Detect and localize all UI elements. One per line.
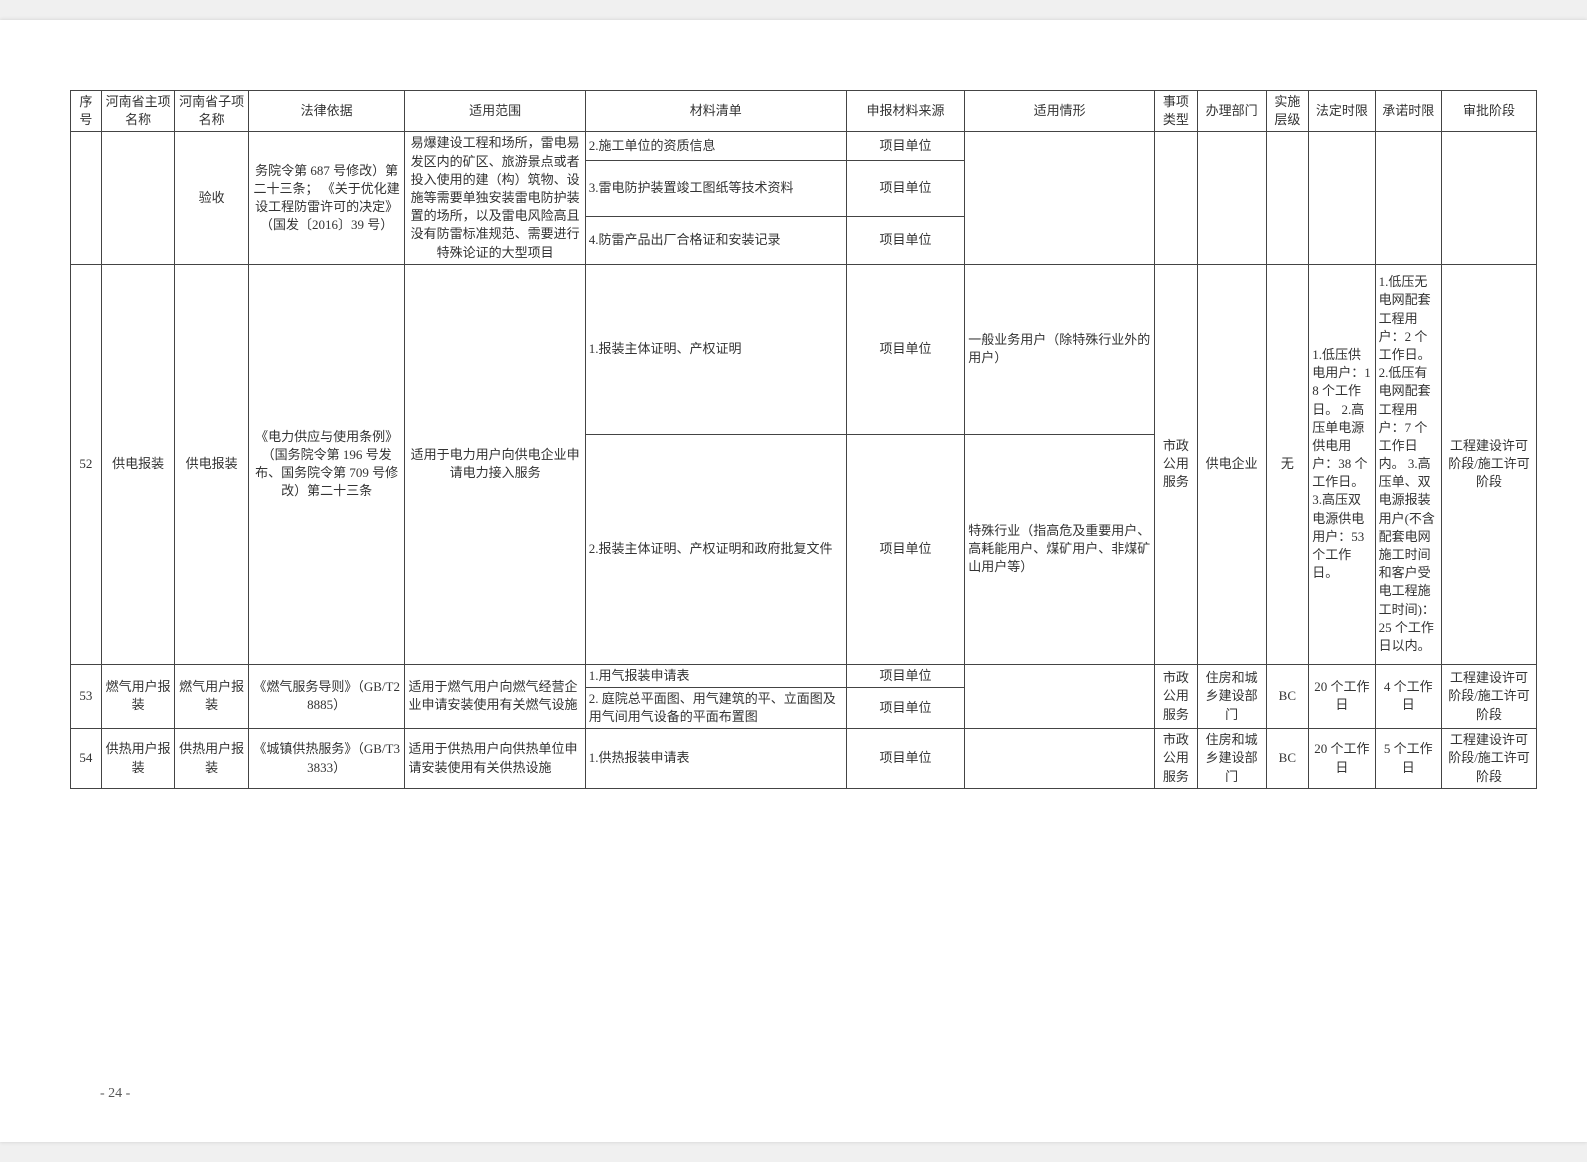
- cell-type: [1155, 132, 1198, 264]
- cell-main-name: 供热用户报装: [101, 729, 175, 789]
- cell-source: 项目单位: [846, 664, 965, 687]
- cell-dept: [1197, 132, 1266, 264]
- cell-law: 务院令第 687 号修改）第二十三条； 《关于优化建设工程防雷许可的决定》（国发…: [248, 132, 405, 264]
- cell-seq: 53: [71, 664, 102, 729]
- table-row: 52 供电报装 供电报装 《电力供应与使用条例》（国务院令第 196 号发布、国…: [71, 264, 1537, 434]
- col-legal-time: 法定时限: [1309, 91, 1375, 132]
- cell-dept: 供电企业: [1197, 264, 1266, 664]
- cell-legal-time: 1.低压供电用户：18 个工作日。 2.高压单电源供电用户：38 个工作日。 3…: [1309, 264, 1375, 664]
- col-type: 事项类型: [1155, 91, 1198, 132]
- cell-source: 项目单位: [846, 160, 965, 216]
- cell-dept: 住房和城乡建设部门: [1197, 729, 1266, 789]
- cell-legal-time: [1309, 132, 1375, 264]
- cell-seq: [71, 132, 102, 264]
- cell-material: 4.防雷产品出厂合格证和安装记录: [585, 216, 846, 264]
- cell-legal-time: 20 个工作日: [1309, 729, 1375, 789]
- cell-material: 2. 庭院总平面图、用气建筑的平、立面图及用气间用气设备的平面布置图: [585, 687, 846, 728]
- cell-situation: [965, 729, 1155, 789]
- cell-type: 市政公用服务: [1155, 264, 1198, 664]
- cell-source: 项目单位: [846, 687, 965, 728]
- cell-stage: 工程建设许可阶段/施工许可阶段: [1442, 264, 1537, 664]
- cell-situation: 特殊行业（指高危及重要用户、高耗能用户、煤矿用户、非煤矿山用户等）: [965, 434, 1155, 664]
- cell-law: 《电力供应与使用条例》（国务院令第 196 号发布、国务院令第 709 号修改）…: [248, 264, 405, 664]
- cell-material: 1.用气报装申请表: [585, 664, 846, 687]
- col-sub-name: 河南省子项名称: [175, 91, 249, 132]
- cell-dept: 住房和城乡建设部门: [1197, 664, 1266, 729]
- cell-promise-time: 1.低压无电网配套工程用户：2 个工作日。 2.低压有电网配套工程用户：7 个工…: [1375, 264, 1441, 664]
- col-law: 法律依据: [248, 91, 405, 132]
- cell-main-name: 燃气用户报装: [101, 664, 175, 729]
- col-situation: 适用情形: [965, 91, 1155, 132]
- col-level: 实施层级: [1266, 91, 1309, 132]
- col-source: 申报材料来源: [846, 91, 965, 132]
- cell-material: 2.报装主体证明、产权证明和政府批复文件: [585, 434, 846, 664]
- cell-source: 项目单位: [846, 264, 965, 434]
- cell-promise-time: 4 个工作日: [1375, 664, 1441, 729]
- table-header-row: 序号 河南省主项名称 河南省子项名称 法律依据 适用范围 材料清单 申报材料来源…: [71, 91, 1537, 132]
- cell-level: [1266, 132, 1309, 264]
- col-dept: 办理部门: [1197, 91, 1266, 132]
- table-row: 54 供热用户报装 供热用户报装 《城镇供热服务》（GB/T33833） 适用于…: [71, 729, 1537, 789]
- cell-scope: 适用于电力用户向供电企业申请电力接入服务: [405, 264, 585, 664]
- page-number: - 24 -: [100, 1086, 130, 1102]
- cell-source: 项目单位: [846, 434, 965, 664]
- cell-source: 项目单位: [846, 132, 965, 160]
- col-stage: 审批阶段: [1442, 91, 1537, 132]
- table-row: 验收 务院令第 687 号修改）第二十三条； 《关于优化建设工程防雷许可的决定》…: [71, 132, 1537, 160]
- col-seq: 序号: [71, 91, 102, 132]
- cell-material: 2.施工单位的资质信息: [585, 132, 846, 160]
- cell-type: 市政公用服务: [1155, 664, 1198, 729]
- cell-stage: 工程建设许可阶段/施工许可阶段: [1442, 729, 1537, 789]
- cell-seq: 54: [71, 729, 102, 789]
- col-promise-time: 承诺时限: [1375, 91, 1441, 132]
- cell-seq: 52: [71, 264, 102, 664]
- cell-level: 无: [1266, 264, 1309, 664]
- approval-table: 序号 河南省主项名称 河南省子项名称 法律依据 适用范围 材料清单 申报材料来源…: [70, 90, 1537, 789]
- cell-stage: 工程建设许可阶段/施工许可阶段: [1442, 664, 1537, 729]
- cell-material: 3.雷电防护装置竣工图纸等技术资料: [585, 160, 846, 216]
- cell-sub-name: 燃气用户报装: [175, 664, 249, 729]
- cell-main-name: 供电报装: [101, 264, 175, 664]
- cell-sub-name: 验收: [175, 132, 249, 264]
- cell-promise-time: [1375, 132, 1441, 264]
- cell-main-name: [101, 132, 175, 264]
- cell-source: 项目单位: [846, 216, 965, 264]
- cell-material: 1.供热报装申请表: [585, 729, 846, 789]
- col-scope: 适用范围: [405, 91, 585, 132]
- cell-promise-time: 5 个工作日: [1375, 729, 1441, 789]
- cell-level: BC: [1266, 729, 1309, 789]
- cell-scope: 适用于供热用户向供热单位申请安装使用有关供热设施: [405, 729, 585, 789]
- cell-legal-time: 20 个工作日: [1309, 664, 1375, 729]
- cell-sub-name: 供电报装: [175, 264, 249, 664]
- document-page: 序号 河南省主项名称 河南省子项名称 法律依据 适用范围 材料清单 申报材料来源…: [0, 20, 1587, 1142]
- col-main-name: 河南省主项名称: [101, 91, 175, 132]
- cell-situation: [965, 664, 1155, 729]
- cell-law: 《燃气服务导则》（GB/T28885）: [248, 664, 405, 729]
- cell-situation: 一般业务用户（除特殊行业外的用户）: [965, 264, 1155, 434]
- cell-level: BC: [1266, 664, 1309, 729]
- cell-scope: 适用于燃气用户向燃气经营企业申请安装使用有关燃气设施: [405, 664, 585, 729]
- cell-law: 《城镇供热服务》（GB/T33833）: [248, 729, 405, 789]
- cell-type: 市政公用服务: [1155, 729, 1198, 789]
- col-materials: 材料清单: [585, 91, 846, 132]
- cell-scope: 易爆建设工程和场所，雷电易发区内的矿区、旅游景点或者投入使用的建（构）筑物、设施…: [405, 132, 585, 264]
- cell-material: 1.报装主体证明、产权证明: [585, 264, 846, 434]
- table-row: 53 燃气用户报装 燃气用户报装 《燃气服务导则》（GB/T28885） 适用于…: [71, 664, 1537, 687]
- cell-situation: [965, 132, 1155, 264]
- cell-source: 项目单位: [846, 729, 965, 789]
- cell-stage: [1442, 132, 1537, 264]
- cell-sub-name: 供热用户报装: [175, 729, 249, 789]
